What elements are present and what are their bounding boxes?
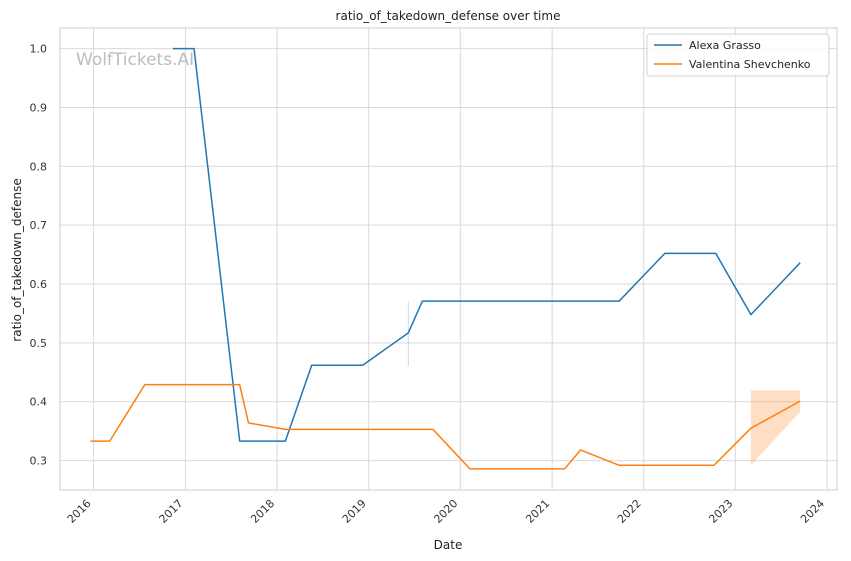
y-tick-label-0.5: 0.5 (30, 337, 48, 350)
y-tick-label-0.9: 0.9 (30, 101, 48, 114)
y-tick-labels: 0.3 0.4 0.5 0.6 0.7 0.8 0.9 1.0 (30, 43, 48, 468)
y-tick-label-0.7: 0.7 (30, 219, 48, 232)
series-line-valentina-shevchenko (90, 383, 801, 470)
series-lines (90, 47, 801, 470)
y-axis-title: ratio_of_takedown_defense (10, 178, 24, 341)
legend-box (646, 33, 830, 77)
y-tick-label-0.4: 0.4 (30, 396, 48, 409)
watermark: WolfTickets.AI (76, 50, 194, 70)
plot-area (59, 27, 838, 491)
y-tick-label-0.6: 0.6 (30, 278, 48, 291)
legend-label-valentina-shevchenko: Valentina Shevchenko (689, 58, 811, 71)
series-line-alexa-grasso (172, 47, 801, 442)
x-axis-title: Date (434, 538, 463, 552)
y-gridlines (60, 48, 837, 462)
y-tick-label-1.0: 1.0 (30, 43, 48, 56)
legend: Alexa Grasso Valentina Shevchenko (646, 33, 830, 77)
y-tick-label-0.8: 0.8 (30, 160, 48, 173)
confidence-band-valentina-shevchenko (750, 390, 801, 466)
y-tick-label-0.3: 0.3 (30, 455, 48, 468)
legend-label-alexa-grasso: Alexa Grasso (689, 39, 761, 52)
x-gridlines (93, 28, 828, 490)
chart-title: ratio_of_takedown_defense over time (336, 9, 561, 23)
